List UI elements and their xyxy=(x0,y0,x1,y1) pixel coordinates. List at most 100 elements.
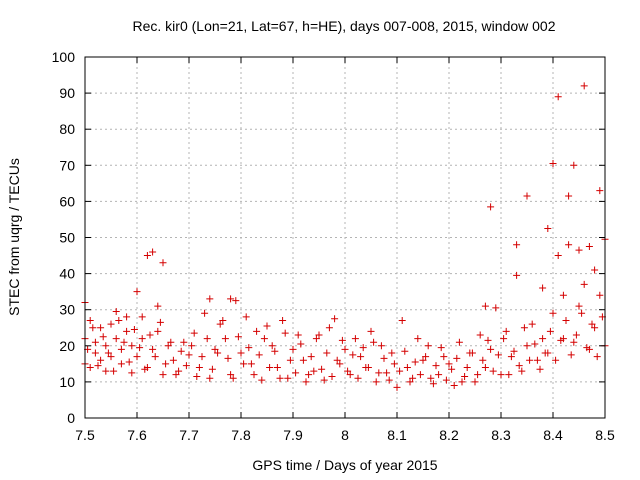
x-tick-label: 8 xyxy=(341,427,349,443)
data-point xyxy=(596,291,604,299)
data-point xyxy=(565,241,573,249)
data-point xyxy=(445,360,453,368)
y-tick-labels: 0 10 20 30 40 50 60 70 80 90 100 xyxy=(52,49,76,426)
data-point xyxy=(479,356,487,364)
data-point xyxy=(331,315,339,323)
data-point xyxy=(370,338,378,346)
y-tick-label: 100 xyxy=(52,49,76,65)
data-point xyxy=(513,271,521,279)
data-point xyxy=(102,367,110,375)
data-point xyxy=(544,224,552,232)
data-point xyxy=(440,353,448,361)
data-point xyxy=(510,347,518,355)
data-point xyxy=(284,374,292,382)
data-point xyxy=(206,295,214,303)
data-point xyxy=(575,246,583,254)
y-tick-label: 90 xyxy=(59,85,75,101)
data-point xyxy=(154,302,162,310)
x-tick-label: 8.4 xyxy=(543,427,563,443)
data-point xyxy=(138,335,146,343)
data-point xyxy=(562,317,570,325)
x-axis-label: GPS time / Days of year 2015 xyxy=(252,457,437,473)
data-point xyxy=(130,326,138,334)
data-point xyxy=(219,317,227,325)
data-point xyxy=(536,365,544,373)
data-point xyxy=(175,367,183,375)
data-point xyxy=(136,344,144,352)
data-point xyxy=(292,369,300,377)
data-point xyxy=(325,324,333,332)
data-point xyxy=(372,378,380,386)
data-point xyxy=(107,320,115,328)
data-point xyxy=(99,333,107,341)
data-point xyxy=(310,367,318,375)
data-point xyxy=(393,383,401,391)
data-point xyxy=(422,353,430,361)
data-point xyxy=(138,313,146,321)
data-point xyxy=(523,192,531,200)
y-tick-label: 60 xyxy=(59,193,75,209)
data-point xyxy=(531,340,539,348)
data-point xyxy=(172,371,180,379)
data-point xyxy=(229,374,237,382)
data-point xyxy=(349,351,357,359)
data-point xyxy=(107,353,115,361)
y-tick-label: 40 xyxy=(59,266,75,282)
data-point xyxy=(474,371,482,379)
data-point xyxy=(271,347,279,355)
data-point xyxy=(596,187,604,195)
data-point xyxy=(250,371,258,379)
data-point xyxy=(388,349,396,357)
y-axis-label: STEC from uqrg / TECUs xyxy=(6,158,22,316)
chart-title: Rec. kir0 (Lon=21, Lat=67, h=HE), days 0… xyxy=(133,18,556,34)
data-point xyxy=(554,93,562,101)
x-tick-label: 8.1 xyxy=(387,427,407,443)
data-point xyxy=(583,344,591,352)
data-point xyxy=(159,371,167,379)
data-point xyxy=(390,360,398,368)
data-point xyxy=(227,295,235,303)
data-point xyxy=(448,365,456,373)
data-point xyxy=(523,342,531,350)
x-tick-label: 7.7 xyxy=(179,427,199,443)
data-point xyxy=(380,354,388,362)
data-point xyxy=(260,335,268,343)
data-point xyxy=(396,367,404,375)
data-point xyxy=(336,360,344,368)
data-point xyxy=(549,309,557,317)
data-point xyxy=(273,363,281,371)
data-point xyxy=(552,356,560,364)
x-tick-label: 8.3 xyxy=(491,427,511,443)
data-point xyxy=(156,318,164,326)
data-point xyxy=(216,320,224,328)
data-point xyxy=(453,354,461,362)
data-point xyxy=(357,353,365,361)
data-point xyxy=(112,335,120,343)
data-point xyxy=(102,342,110,350)
data-point xyxy=(487,203,495,211)
data-point xyxy=(203,335,211,343)
data-point xyxy=(354,374,362,382)
data-point xyxy=(518,367,526,375)
x-tick-label: 8.2 xyxy=(439,427,459,443)
data-point xyxy=(253,327,261,335)
data-point xyxy=(341,345,349,353)
y-tick-label: 10 xyxy=(59,374,75,390)
data-point xyxy=(320,376,328,384)
data-point xyxy=(461,372,469,380)
data-point xyxy=(305,371,313,379)
data-point xyxy=(507,353,515,361)
data-point xyxy=(294,331,302,339)
data-point xyxy=(276,374,284,382)
data-point xyxy=(338,336,346,344)
data-point xyxy=(487,345,495,353)
data-point xyxy=(281,329,289,337)
data-point xyxy=(377,342,385,350)
data-point xyxy=(167,338,175,346)
data-point xyxy=(539,284,547,292)
data-point xyxy=(159,259,167,267)
data-point xyxy=(104,349,112,357)
data-point xyxy=(565,192,573,200)
data-point xyxy=(112,308,120,316)
